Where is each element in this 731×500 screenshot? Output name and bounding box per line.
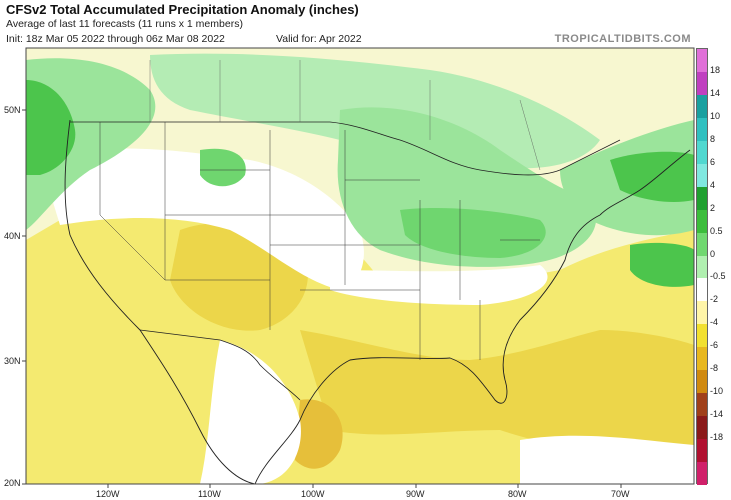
colorbar-segment [697, 370, 707, 394]
coastline-northeast [599, 149, 691, 216]
us-canada-border [70, 121, 621, 176]
lon-label-120w: 120W [96, 489, 120, 499]
colorbar-label: 0.5 [710, 225, 723, 236]
chart-title: CFSv2 Total Accumulated Precipitation An… [6, 2, 359, 17]
colorbar-label: 6 [710, 156, 716, 167]
colorbar-segment [697, 186, 707, 211]
lat-label-30n: 30N [4, 356, 21, 366]
colorbar-segment [697, 49, 707, 73]
colorbar-segment [697, 71, 707, 96]
colorbar-segment [697, 347, 707, 371]
wet-anomaly-ohio-valley [400, 208, 546, 258]
lat-label-40n: 40N [4, 231, 21, 241]
colorbar-segment [697, 163, 707, 188]
colorbar-segment [697, 117, 707, 142]
colorbar-segment [697, 94, 707, 119]
lat-label-50n: 50N [4, 105, 21, 115]
lon-label-70w: 70W [611, 489, 630, 499]
colorbar-segment [697, 278, 707, 302]
colorbar-label: -2 [710, 294, 719, 305]
colorbar-label: -6 [710, 340, 719, 351]
lon-label-90w: 90W [406, 489, 425, 499]
colorbar-segment [697, 301, 707, 325]
colorbar-label: 14 [710, 87, 721, 98]
neutral-plains [40, 148, 364, 290]
lon-label-80w: 80W [508, 489, 527, 499]
colorbar-label: 10 [710, 110, 721, 121]
wet-anomaly-atlantic [630, 242, 694, 287]
coastline-west [64, 119, 256, 484]
state-borders [99, 122, 540, 360]
colorbar-segment [697, 416, 707, 440]
colorbar-label: -18 [710, 432, 724, 443]
colorbar-label: -14 [710, 409, 724, 420]
neutral-mexico [200, 340, 301, 484]
colorbar [696, 48, 708, 486]
us-mexico-border [139, 329, 301, 401]
coastline-gulf [254, 214, 601, 484]
lon-label-110w: 110W [198, 489, 221, 499]
colorbar-label: 4 [710, 179, 716, 190]
canada-province-borders [149, 60, 541, 171]
colorbar-label: -0.5 [710, 271, 726, 282]
dry-anomaly-texas [295, 399, 343, 469]
colorbar-label: 18 [710, 64, 721, 75]
wet-anomaly-pacific-nw [26, 80, 76, 175]
colorbar-segment [697, 209, 707, 234]
colorbar-label: -10 [710, 386, 724, 397]
chart-subtitle: Average of last 11 forecasts (11 runs x … [6, 18, 243, 30]
colorbar-label: -8 [710, 363, 719, 374]
colorbar-label: 2 [710, 202, 716, 213]
colorbar-label: 8 [710, 133, 716, 144]
colorbar-segment [697, 393, 707, 417]
colorbar-segment [697, 324, 707, 348]
colorbar-segment [697, 439, 707, 463]
colorbar-segment [697, 255, 707, 279]
neutral-southeast [330, 265, 548, 305]
lon-label-100w: 100W [301, 489, 325, 499]
neutral-caribbean [520, 435, 694, 484]
init-time: Init: 18z Mar 05 2022 through 06z Mar 08… [6, 33, 225, 45]
lat-label-20n: 20N [4, 478, 21, 488]
colorbar-segment [697, 140, 707, 165]
brand-watermark: TROPICALTIDBITS.COM [554, 33, 691, 45]
colorbar-segment [697, 462, 707, 486]
colorbar-label: -4 [710, 317, 719, 328]
valid-time: Valid for: Apr 2022 [276, 33, 362, 45]
colorbar-label: 0 [710, 248, 716, 259]
wet-anomaly-rockies [200, 148, 246, 187]
dry-anomaly-gulf [300, 330, 694, 470]
wet-anomaly-quebec [610, 151, 694, 202]
colorbar-segment [697, 232, 707, 257]
